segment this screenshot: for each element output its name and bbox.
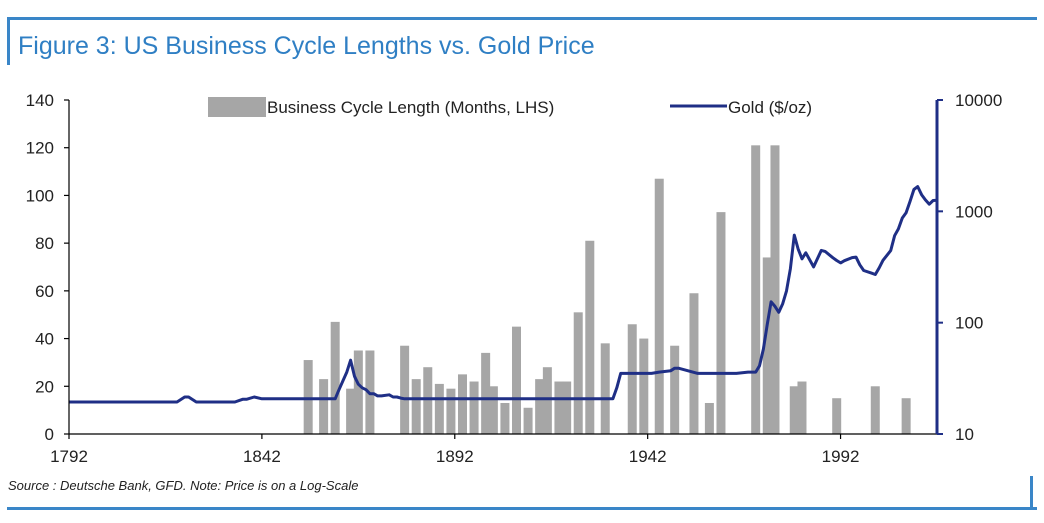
bar-1908 — [512, 326, 522, 434]
bar-1945 — [654, 178, 664, 434]
bar-1938 — [627, 324, 637, 434]
gold-price-line — [69, 185, 938, 404]
bar-1905 — [500, 402, 510, 434]
x-tick-label-1992: 1992 — [822, 447, 860, 466]
bar-1927 — [585, 240, 595, 434]
x-tick-label-1942: 1942 — [629, 447, 667, 466]
right-tick-label-1000: 1000 — [955, 202, 993, 221]
bar-1879 — [400, 345, 410, 434]
bar-1854 — [303, 360, 313, 434]
bar-1941 — [639, 338, 649, 434]
bar-1921 — [562, 381, 572, 434]
bar-1949 — [670, 345, 680, 434]
bar-1865 — [346, 388, 356, 434]
legend-bar-swatch — [208, 97, 266, 117]
bars-group — [303, 145, 911, 435]
bar-1980 — [789, 386, 799, 434]
left-tick-label-100: 100 — [26, 186, 54, 205]
left-tick-label-40: 40 — [35, 330, 54, 349]
bar-1970 — [751, 145, 761, 435]
right-tick-label-10000: 10000 — [955, 91, 1002, 110]
bar-1931 — [600, 343, 610, 434]
bar-1958 — [704, 402, 714, 434]
bar-1900 — [481, 352, 491, 434]
bar-1975 — [770, 145, 780, 435]
bar-2001 — [870, 386, 880, 434]
bar-1861 — [330, 321, 340, 434]
bar-1919 — [554, 381, 564, 434]
left-tick-label-20: 20 — [35, 377, 54, 396]
frame-top-rule — [7, 17, 1037, 20]
legend-bar-label: Business Cycle Length (Months, LHS) — [267, 98, 554, 117]
frame-right-rule — [1030, 476, 1033, 510]
right-tick-label-100: 100 — [955, 314, 983, 333]
legend: Business Cycle Length (Months, LHS) Gold … — [208, 97, 812, 117]
bar-1924 — [573, 312, 583, 434]
bar-1961 — [716, 212, 726, 434]
x-tick-label-1792: 1792 — [50, 447, 88, 466]
bar-2009 — [901, 398, 911, 434]
bar-1982 — [797, 381, 807, 434]
bar-1991 — [832, 398, 842, 434]
left-tick-label-0: 0 — [45, 425, 54, 444]
bar-1891 — [446, 388, 456, 434]
bar-1914 — [535, 379, 545, 434]
left-tick-label-140: 140 — [26, 91, 54, 110]
bar-1916 — [542, 367, 552, 434]
gold-line-group — [69, 185, 938, 404]
left-tick-label-120: 120 — [26, 139, 54, 158]
bar-1858 — [319, 379, 329, 434]
x-tick-label-1892: 1892 — [436, 447, 474, 466]
bar-1954 — [689, 293, 699, 434]
chart-title: Figure 3: US Business Cycle Lengths vs. … — [18, 32, 595, 60]
bar-1888 — [434, 383, 444, 434]
source-note: Source : Deutsche Bank, GFD. Note: Price… — [8, 478, 359, 493]
axes-group: 0 20 40 60 80 100 120 140 10 100 1000 10000 1792 1842… — [26, 91, 1003, 466]
frame-bottom-rule — [7, 507, 1037, 510]
bar-1894 — [457, 374, 467, 434]
frame-left-rule — [7, 17, 10, 65]
bar-1897 — [469, 381, 479, 434]
left-tick-label-60: 60 — [35, 282, 54, 301]
bar-1911 — [523, 407, 533, 434]
legend-line-label: Gold ($/oz) — [728, 98, 812, 117]
bar-1885 — [423, 367, 433, 434]
bar-1973 — [762, 257, 772, 434]
left-tick-label-80: 80 — [35, 234, 54, 253]
bar-1867 — [353, 350, 363, 434]
right-tick-label-10: 10 — [955, 425, 974, 444]
bar-1882 — [411, 379, 421, 434]
bar-1902 — [488, 386, 498, 434]
x-tick-label-1842: 1842 — [243, 447, 281, 466]
